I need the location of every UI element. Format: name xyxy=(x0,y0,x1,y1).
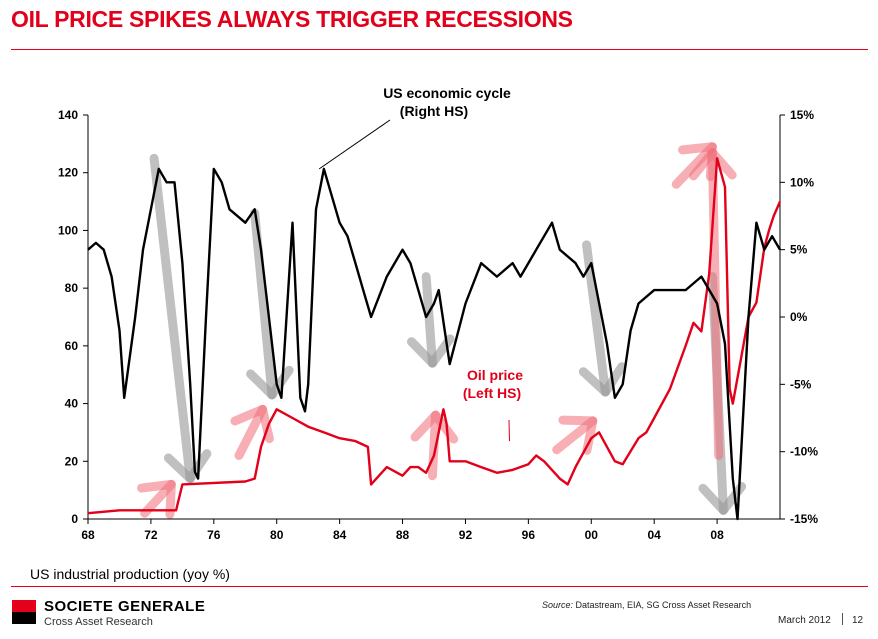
left-tick-label: 120 xyxy=(58,166,78,180)
x-tick-label: 76 xyxy=(207,528,221,542)
recession-arrow-2 xyxy=(406,272,455,368)
oil-spike-arrow-1 xyxy=(230,404,274,461)
left-tick-label: 0 xyxy=(71,512,78,526)
x-tick-label: 96 xyxy=(522,528,536,542)
x-tick-label: 00 xyxy=(585,528,599,542)
annotation-cycle-sub: (Right HS) xyxy=(400,103,468,119)
left-tick-label: 20 xyxy=(65,454,79,468)
annotation-oil-title: Oil price xyxy=(467,367,523,383)
right-tick-label: 15% xyxy=(790,108,814,122)
page-separator xyxy=(842,613,843,625)
x-tick-label: 72 xyxy=(144,528,158,542)
x-tick-label: 92 xyxy=(459,528,473,542)
page-title: OIL PRICE SPIKES ALWAYS TRIGGER RECESSIO… xyxy=(11,6,573,32)
title-divider xyxy=(11,49,868,50)
left-tick-label: 80 xyxy=(65,281,79,295)
report-date: March 2012 xyxy=(778,615,831,626)
left-tick-label: 100 xyxy=(58,223,78,237)
left-tick-label: 60 xyxy=(65,339,79,353)
x-tick-label: 04 xyxy=(648,528,662,542)
right-tick-label: -10% xyxy=(790,445,818,459)
footer-divider xyxy=(11,586,868,587)
brand-name: SOCIETE GENERALE xyxy=(44,598,206,615)
x-axis-caption: US industrial production (yoy %) xyxy=(30,566,230,582)
x-tick-label: 08 xyxy=(710,528,724,542)
oil-spike-arrow-5 xyxy=(671,142,717,189)
chart: 0 20 40 60 80 100 120 140 15% 10% 5% 0% -5% -10% -15% 6… xyxy=(58,85,818,542)
source-label: Source: xyxy=(542,600,574,610)
x-tick-label: 68 xyxy=(81,528,95,542)
annotation-cycle-pointer xyxy=(318,119,391,170)
right-tick-label: -5% xyxy=(790,377,812,391)
annotation-cycle-title: US economic cycle xyxy=(383,85,511,101)
oil-spike-arrow-0 xyxy=(137,479,176,519)
recession-arrow-3 xyxy=(578,240,627,397)
left-tick-label: 140 xyxy=(58,108,78,122)
source-text: Datastream, EIA, SG Cross Asset Research xyxy=(573,600,752,610)
right-tick-label: 10% xyxy=(790,175,814,189)
right-tick-label: 0% xyxy=(790,310,808,324)
annotation-oil-sub: (Left HS) xyxy=(463,385,521,401)
x-tick-label: 84 xyxy=(333,528,347,542)
source-note: Source: Datastream, EIA, SG Cross Asset … xyxy=(542,600,751,610)
x-tick-label: 88 xyxy=(396,528,410,542)
economic-cycle-line xyxy=(87,167,782,521)
brand-subtitle: Cross Asset Research xyxy=(44,616,153,628)
oil-price-line xyxy=(87,157,782,515)
recession-arrow-0 xyxy=(149,153,212,484)
right-tick-label: -15% xyxy=(790,512,818,526)
right-tick-label: 5% xyxy=(790,243,808,257)
x-tick-label: 80 xyxy=(270,528,284,542)
left-tick-label: 40 xyxy=(65,397,79,411)
brand-logo xyxy=(12,600,36,624)
page-number: 12 xyxy=(852,615,864,626)
